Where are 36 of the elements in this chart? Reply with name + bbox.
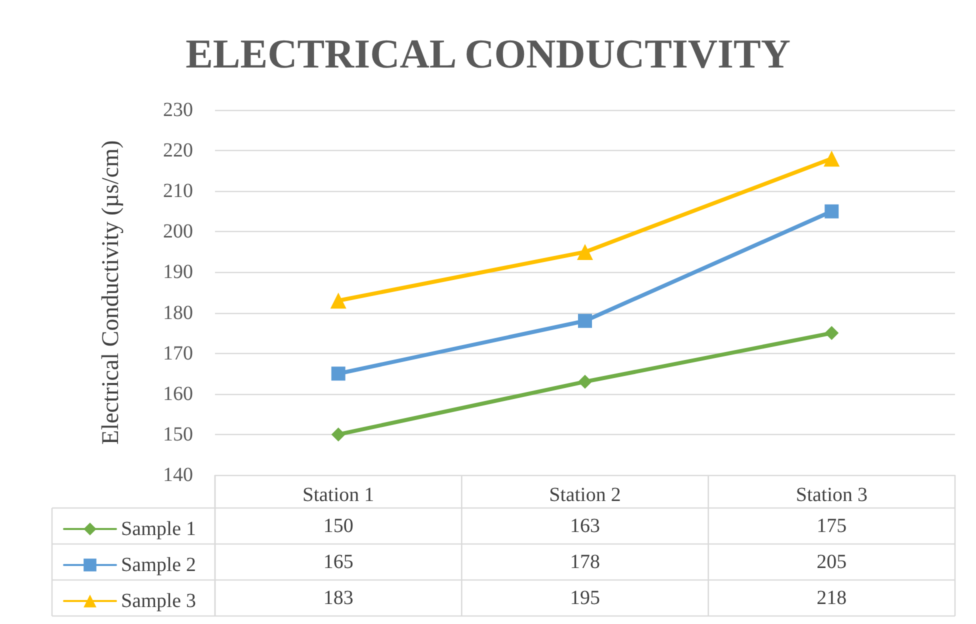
point — [578, 314, 592, 328]
data-label: 195 — [570, 587, 600, 609]
point — [824, 204, 839, 218]
data-label: 165 — [323, 551, 354, 573]
point — [331, 427, 346, 442]
legend-label: Sample 3 — [121, 590, 196, 612]
y-tick-label: 150 — [163, 423, 193, 446]
y-tick-label: 230 — [163, 99, 193, 121]
legend-label: Sample 1 — [121, 518, 196, 540]
y-tick-label: 220 — [163, 140, 193, 162]
legend-label: Sample 2 — [121, 554, 196, 576]
x-tick-label: Station 2 — [549, 484, 621, 506]
data-label: 178 — [570, 551, 600, 573]
x-tick-label: Station 1 — [302, 484, 374, 506]
point — [330, 292, 346, 309]
chart-title: ELECTRICAL CONDUCTIVITY — [186, 30, 790, 76]
y-axis-title: Electrical Conductivity (µs/cm) — [98, 140, 124, 445]
point — [824, 150, 840, 167]
data-label: 183 — [323, 587, 354, 609]
y-tick-label: 140 — [163, 464, 193, 486]
point — [331, 366, 346, 381]
x-tick-label: Station 3 — [796, 484, 868, 506]
y-tick-label: 190 — [163, 261, 193, 284]
data-label: 205 — [816, 551, 847, 573]
point — [824, 326, 839, 340]
data-label: 175 — [816, 515, 847, 537]
y-tick-label: 210 — [163, 180, 193, 202]
y-tick-label: 160 — [163, 382, 193, 405]
data-label: 163 — [570, 515, 600, 537]
y-tick-label: 200 — [163, 220, 193, 243]
point — [577, 244, 593, 260]
y-tick-label: 170 — [163, 342, 193, 364]
data-label: 150 — [323, 515, 354, 537]
data-label: 218 — [816, 587, 847, 609]
y-tick-label: 180 — [163, 302, 193, 324]
point — [578, 374, 592, 389]
